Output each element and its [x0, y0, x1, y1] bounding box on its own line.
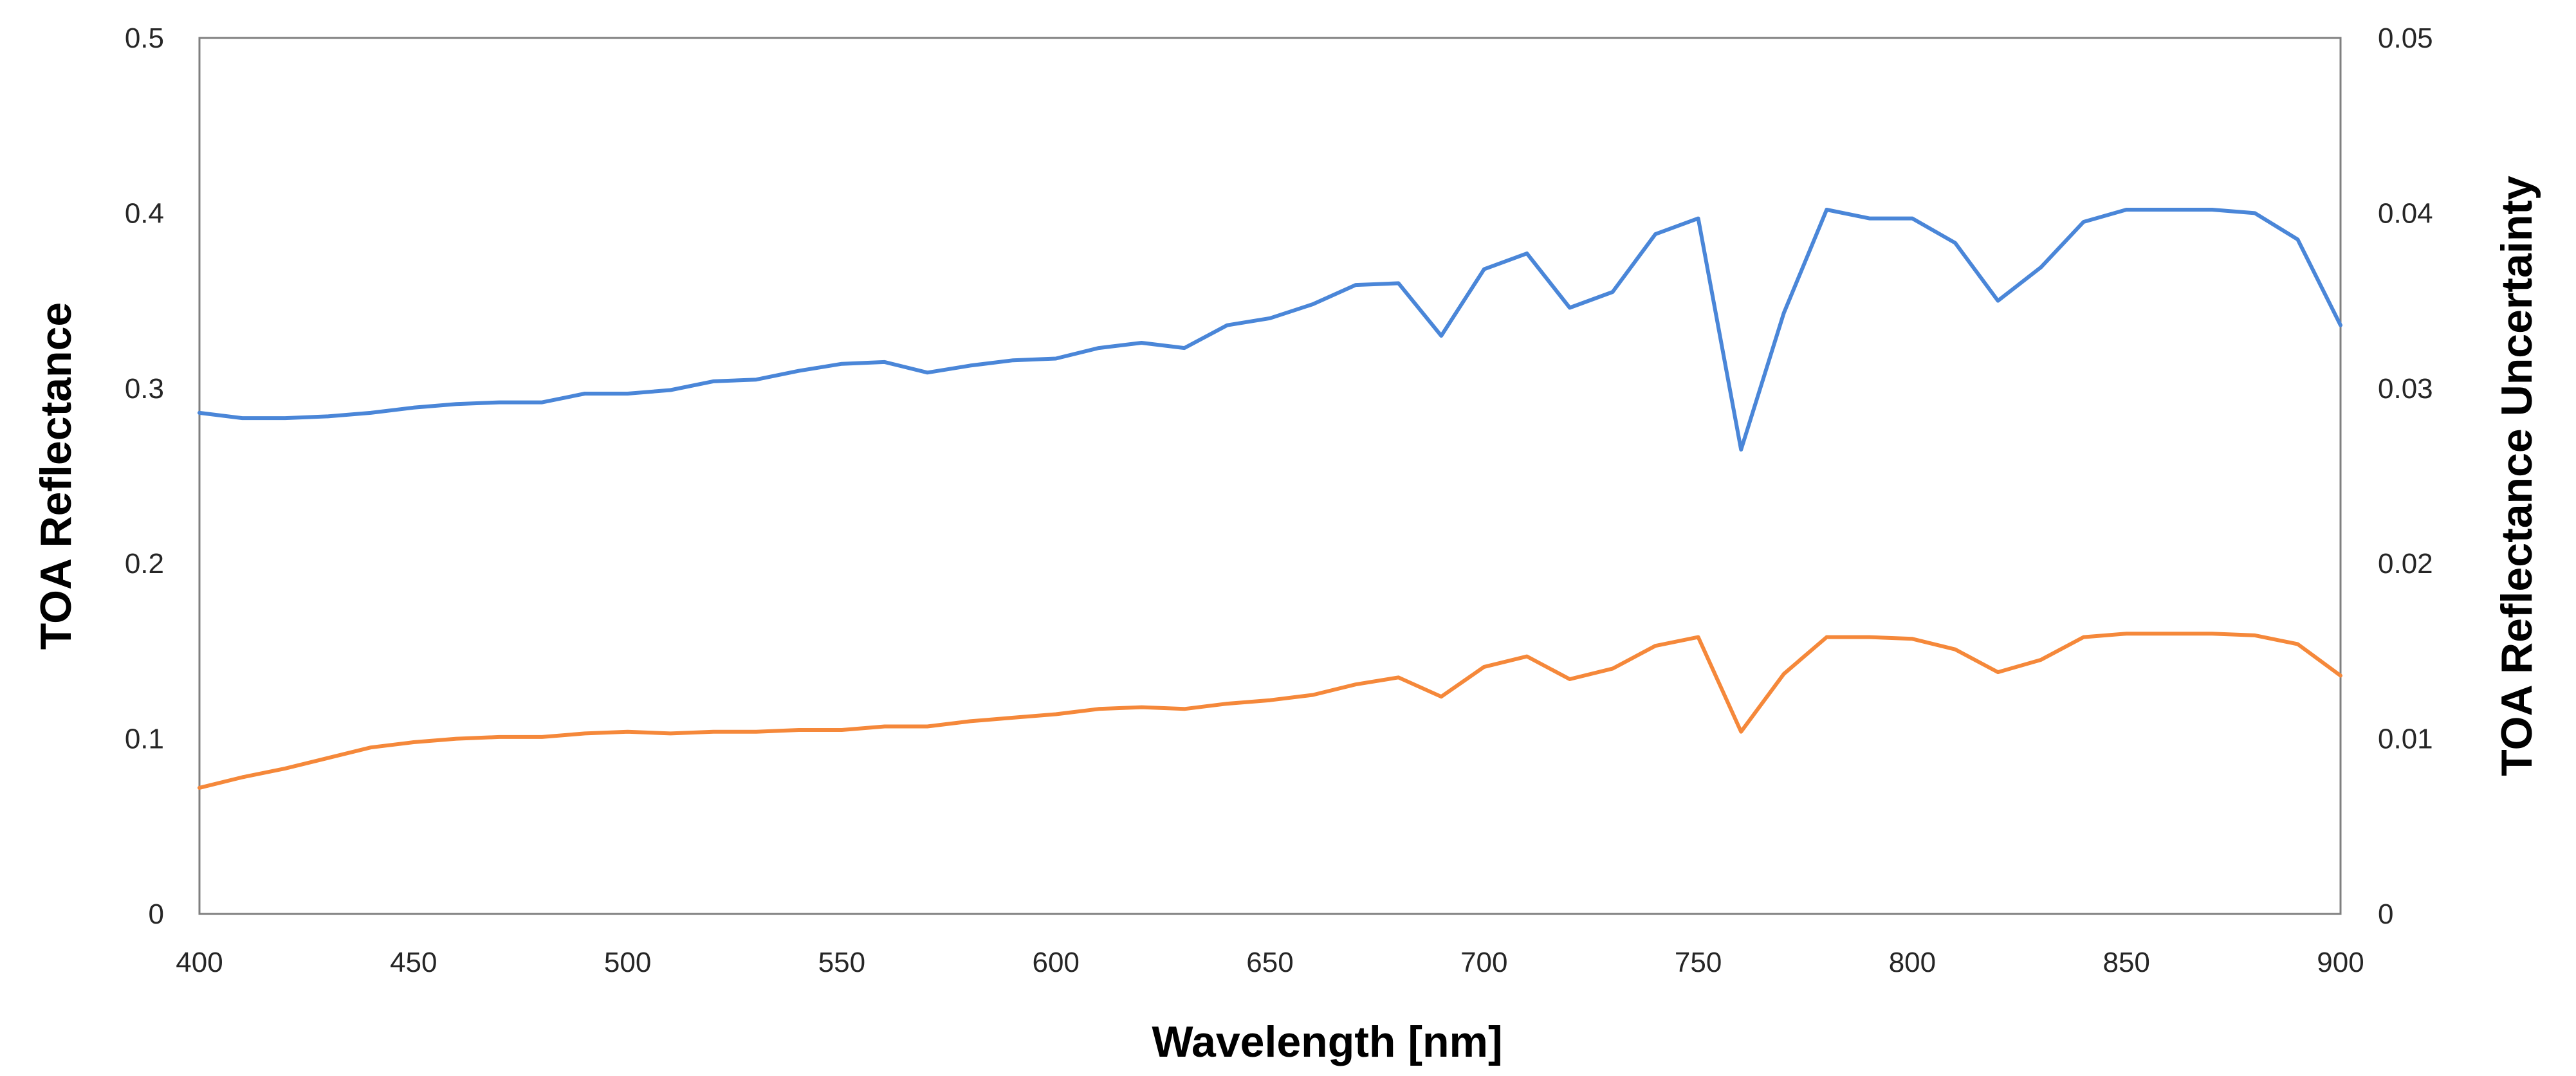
x-tick-label: 400 [176, 947, 223, 978]
left-y-axis-ticks: 0 0.1 0.2 0.3 0.4 0.5 [125, 23, 164, 930]
right-y-tick-label: 0.01 [2378, 724, 2433, 755]
x-tick-label: 750 [1675, 947, 1722, 978]
x-tick-label: 800 [1889, 947, 1936, 978]
left-y-tick-label: 0.3 [125, 373, 164, 405]
x-tick-label: 700 [1460, 947, 1507, 978]
series-layer [198, 208, 2342, 790]
right-y-axis-ticks: 0 0.01 0.02 0.03 0.04 0.05 [2378, 23, 2433, 930]
right-y-tick-label: 0.02 [2378, 548, 2433, 579]
left-y-tick-label: 0 [149, 898, 164, 930]
x-tick-label: 650 [1246, 947, 1293, 978]
plot-area-frame [198, 37, 2342, 915]
x-axis-ticks: 400 450 500 550 600 650 700 750 800 850 900 [176, 947, 2364, 978]
right-y-tick-label: 0.04 [2378, 197, 2433, 229]
left-y-tick-label: 0.2 [125, 548, 164, 579]
x-tick-label: 450 [390, 947, 437, 978]
x-tick-label: 850 [2102, 947, 2149, 978]
x-tick-label: 500 [604, 947, 651, 978]
right-y-tick-label: 0.05 [2378, 23, 2433, 54]
x-tick-label: 600 [1032, 947, 1079, 978]
left-y-tick-label: 0.4 [125, 197, 164, 229]
x-axis-title: Wavelength [nm] [1152, 1017, 1502, 1066]
right-y-tick-label: 0 [2378, 898, 2393, 930]
series-line-2 [198, 632, 2342, 790]
left-y-tick-label: 0.5 [125, 23, 164, 54]
x-tick-label: 900 [2317, 947, 2364, 978]
right-y-axis-title: TOA Reflectance Uncertainty [2492, 176, 2541, 776]
right-y-tick-label: 0.03 [2378, 373, 2433, 405]
x-tick-label: 550 [818, 947, 865, 978]
series-line-1 [198, 208, 2342, 452]
left-y-axis-title: TOA Reflectance [32, 302, 80, 650]
left-y-tick-label: 0.1 [125, 724, 164, 755]
